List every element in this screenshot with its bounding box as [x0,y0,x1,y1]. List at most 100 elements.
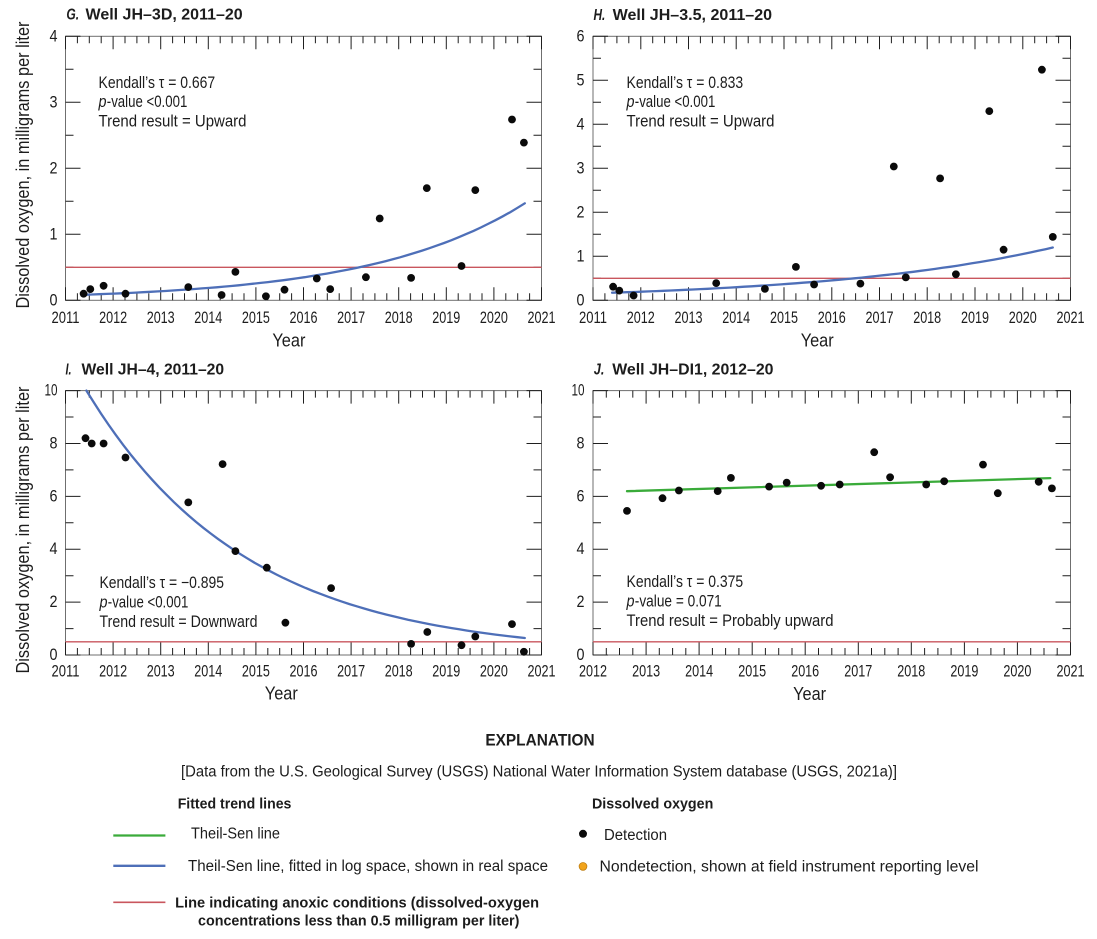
svg-text:Trend result = Upward: Trend result = Upward [99,113,247,131]
svg-text:5: 5 [577,70,585,89]
svg-text:4: 4 [577,539,585,558]
svg-text:3: 3 [50,92,58,111]
svg-text:2021: 2021 [1057,308,1085,327]
svg-text:-value <0.001: -value <0.001 [635,93,716,111]
svg-text:3: 3 [577,158,585,177]
svg-text:2018: 2018 [385,308,413,327]
svg-text:4: 4 [50,26,58,45]
svg-text:Trend result = Upward: Trend result = Upward [627,113,775,131]
svg-text:2015: 2015 [738,662,766,681]
svg-text:2020: 2020 [1009,308,1037,327]
svg-text:2011: 2011 [579,308,607,327]
svg-text:[Data from the U.S. Geological: [Data from the U.S. Geological Survey (U… [181,764,897,781]
svg-text:2: 2 [577,592,585,611]
svg-text:6: 6 [577,486,585,505]
svg-text:Fitted trend lines: Fitted trend lines [178,796,292,813]
svg-text:2011: 2011 [52,662,80,681]
svg-text:Theil-Sen line: Theil-Sen line [191,826,280,843]
svg-text:concentrations less than 0.5 m: concentrations less than 0.5 milligram p… [198,913,519,930]
svg-text:Trend result = Probably upward: Trend result = Probably upward [627,612,834,630]
svg-text:2018: 2018 [913,308,941,327]
svg-text:Year: Year [793,684,826,704]
svg-text:2012: 2012 [627,308,655,327]
svg-text:Dissolved oxygen, in milligram: Dissolved oxygen, in milligrams per lite… [13,21,33,308]
svg-text:2019: 2019 [432,662,460,681]
svg-text:G.: G. [66,6,79,23]
svg-text:2013: 2013 [632,662,660,681]
svg-text:p: p [626,93,635,111]
svg-text:2016: 2016 [791,662,819,681]
svg-text:Nondetection, shown at field i: Nondetection, shown at field instrument … [600,859,979,876]
svg-text:2019: 2019 [950,662,978,681]
svg-text:p: p [98,93,107,111]
svg-text:Well JH–4, 2011–20: Well JH–4, 2011–20 [82,361,225,378]
svg-text:0: 0 [577,645,585,664]
svg-text:2016: 2016 [818,308,846,327]
svg-text:10: 10 [572,381,585,400]
svg-text:Well JH–DI1, 2012–20: Well JH–DI1, 2012–20 [612,362,773,379]
svg-text:2017: 2017 [337,662,365,681]
svg-text:2020: 2020 [1003,662,1031,681]
svg-text:2: 2 [50,592,58,611]
svg-text:-value = 0.071: -value = 0.071 [635,593,722,611]
svg-text:0: 0 [577,290,585,309]
svg-text:2013: 2013 [147,308,175,327]
svg-text:Year: Year [801,331,834,351]
svg-text:2012: 2012 [579,662,607,681]
svg-text:Kendall’s τ = 0.833: Kendall’s τ = 0.833 [627,74,744,92]
svg-text:0: 0 [50,290,58,309]
svg-text:2: 2 [577,202,585,221]
svg-text:Well JH–3.5, 2011–20: Well JH–3.5, 2011–20 [613,7,773,24]
svg-text:Kendall’s τ = 0.375: Kendall’s τ = 0.375 [627,573,744,591]
svg-text:H.: H. [594,7,606,24]
svg-text:2011: 2011 [52,308,80,327]
svg-text:2020: 2020 [480,308,508,327]
svg-text:p: p [626,593,635,611]
svg-text:2021: 2021 [1057,662,1085,681]
svg-text:Line indicating anoxic conditi: Line indicating anoxic conditions (disso… [175,894,539,911]
svg-text:Year: Year [265,684,298,704]
svg-text:Trend result = Downward: Trend result = Downward [100,613,258,631]
svg-text:1: 1 [577,246,585,265]
svg-text:6: 6 [577,26,585,45]
svg-text:Well JH–3D, 2011–20: Well JH–3D, 2011–20 [86,6,243,23]
svg-text:I.: I. [66,361,72,378]
svg-text:2017: 2017 [844,662,872,681]
svg-text:2014: 2014 [194,662,222,681]
svg-text:2014: 2014 [194,308,222,327]
svg-text:Dissolved oxygen: Dissolved oxygen [592,796,713,813]
svg-text:6: 6 [50,486,58,505]
svg-text:2015: 2015 [242,662,270,681]
svg-text:2014: 2014 [722,308,750,327]
svg-text:2019: 2019 [961,308,989,327]
svg-text:2013: 2013 [675,308,703,327]
svg-text:-value <0.001: -value <0.001 [107,93,188,111]
svg-text:2021: 2021 [528,662,556,681]
svg-text:2018: 2018 [385,662,413,681]
svg-text:Theil-Sen line, fitted in log: Theil-Sen line, fitted in log space, sho… [188,858,548,875]
svg-text:2013: 2013 [147,662,175,681]
svg-text:2018: 2018 [897,662,925,681]
svg-text:p: p [99,594,108,612]
svg-text:-value <0.001: -value <0.001 [108,594,189,612]
svg-text:8: 8 [50,434,58,453]
svg-text:2012: 2012 [99,662,127,681]
svg-text:Kendall’s τ = 0.667: Kendall’s τ = 0.667 [99,74,216,92]
svg-text:Kendall’s τ = −0.895: Kendall’s τ = −0.895 [100,574,225,592]
svg-text:2017: 2017 [866,308,894,327]
svg-text:Dissolved oxygen, in milligram: Dissolved oxygen, in milligrams per lite… [13,386,33,673]
svg-text:Detection: Detection [604,827,667,844]
svg-text:2019: 2019 [432,308,460,327]
svg-text:1: 1 [50,224,58,243]
svg-text:2012: 2012 [99,308,127,327]
svg-text:2014: 2014 [685,662,713,681]
svg-text:2017: 2017 [337,308,365,327]
svg-text:2016: 2016 [290,308,318,327]
svg-text:Year: Year [272,331,305,351]
svg-text:2015: 2015 [242,308,270,327]
svg-text:4: 4 [577,114,585,133]
svg-text:2015: 2015 [770,308,798,327]
svg-text:0: 0 [50,645,58,664]
svg-text:10: 10 [45,381,58,400]
svg-text:EXPLANATION: EXPLANATION [485,731,594,750]
